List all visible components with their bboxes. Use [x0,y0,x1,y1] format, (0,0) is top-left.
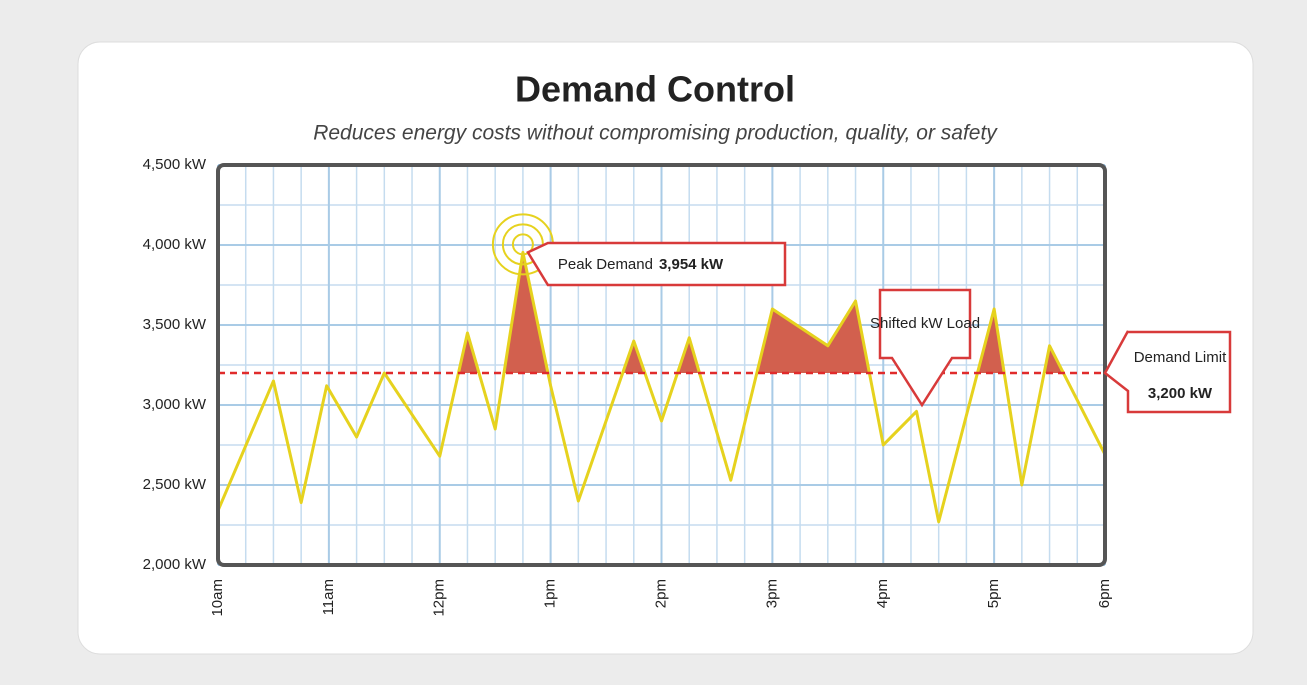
y-tick-label: 2,000 kW [143,556,207,573]
shift-text: Shifted kW Load [870,315,980,332]
peak-annotation-label: 3,954 kW [659,256,724,273]
x-tick-label: 1pm [542,579,559,608]
y-tick-label: 3,000 kW [143,396,207,413]
y-tick-label: 3,500 kW [143,316,207,333]
card [77,41,1254,655]
peak-annotation-text: Peak Demand [558,256,653,273]
demand-line [216,250,1107,524]
limit-text: Demand Limit [1134,349,1227,366]
x-tick-label: 3pm [763,579,780,608]
y-tick-label: 2,500 kW [143,476,207,493]
limit-label: 3,200 kW [1148,385,1213,402]
x-tick-label: 10am [209,579,226,617]
x-tick-label: 12pm [431,579,448,617]
x-tick-label: 2pm [652,579,669,608]
x-tick-label: 6pm [1096,579,1113,608]
chart-subtitle: Reduces energy costs without compromisin… [313,122,998,145]
peak-ring [511,233,534,256]
chart-title: Demand Control [515,69,795,110]
y-tick-label: 4,000 kW [143,236,207,253]
peak-text: Peak Demand 3,954 kW [558,256,724,273]
x-tick-label: 11am [320,579,337,615]
x-tick-label: 5pm [985,579,1002,608]
plot-frame [216,163,1107,567]
x-tick-label: 4pm [874,579,891,608]
callout [1103,330,1232,414]
callout [526,241,787,287]
callout [878,288,972,408]
y-tick-label: 4,500 kW [143,156,207,173]
